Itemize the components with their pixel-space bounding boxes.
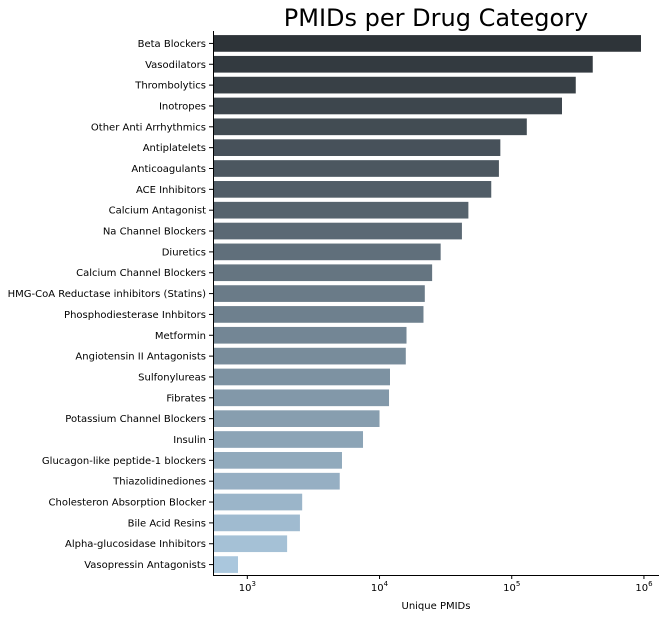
bar-glucagon-like-peptide-1-blockers (213, 452, 342, 469)
category-label: Potassium Channel Blockers (65, 414, 206, 425)
bar-potassium-channel-blockers (213, 410, 380, 427)
category-label: Anticoagulants (131, 164, 206, 175)
chart-title: PMIDs per Drug Category (284, 4, 588, 32)
x-tick-label: 104 (371, 580, 389, 594)
category-label: HMG-CoA Reductase inhibitors (Statins) (8, 289, 206, 300)
bar-metformin (213, 326, 407, 344)
bar-hmg-coa-reductase-inhibitors-statins (213, 285, 425, 302)
bar-calcium-channel-blockers (213, 264, 433, 282)
category-label: Calcium Antagonist (109, 206, 206, 217)
category-label: Vasopressin Antagonists (84, 560, 206, 571)
category-label: Phosphodiesterase Inhbitors (64, 310, 206, 321)
category-label: Insulin (173, 435, 206, 446)
category-label: Na Channel Blockers (103, 227, 206, 238)
category-label: Metformin (155, 331, 206, 342)
category-label: Angiotensin II Antagonists (75, 352, 206, 363)
bar-vasopressin-antagonists (213, 556, 238, 573)
category-label: Vasodilators (145, 60, 206, 71)
bar-alpha-glucosidase-inhibitors (213, 535, 288, 553)
category-label: Bile Acid Resins (128, 518, 206, 529)
x-tick-label: 103 (239, 580, 256, 594)
bar-anticoagulants (213, 160, 499, 177)
category-label: Diuretics (162, 247, 206, 258)
bar-angiotensin-ii-antagonists (213, 347, 406, 365)
bar-cholesteron-absorption-blocker (213, 493, 303, 511)
bar-antiplatelets (213, 139, 501, 156)
category-label: Alpha-glucosidase Inhibitors (65, 539, 206, 550)
bar-diuretics (213, 243, 441, 261)
bar-fibrates (213, 389, 390, 407)
category-label: Cholesteron Absorption Blocker (49, 498, 207, 509)
x-axis-ticks: 103 104 105 106 (239, 575, 653, 594)
category-label: Antiplatelets (143, 143, 206, 154)
category-label: Thiazolidinediones (112, 477, 206, 488)
bar-other-anti-arrhythmics (213, 118, 527, 136)
bar-beta-blockers (213, 35, 641, 52)
x-tick-label: 105 (503, 580, 520, 594)
bar-sulfonylureas (213, 368, 390, 386)
category-label: Sulfonylureas (138, 372, 206, 383)
bar-insulin (213, 431, 364, 448)
category-label: Other Anti Arrhythmics (91, 122, 206, 133)
category-label: Glucagon-like peptide-1 blockers (42, 456, 206, 467)
category-labels: Beta Blockers Vasodilators Thrombolytics In… (8, 39, 213, 571)
category-label: ACE Inhibitors (136, 185, 206, 196)
bar-thrombolytics (213, 76, 576, 94)
category-label: Thrombolytics (134, 81, 206, 92)
bar-calcium-antagonist (213, 201, 469, 219)
x-axis-label: Unique PMIDs (402, 601, 471, 612)
bars-group (213, 35, 641, 573)
bar-vasodilators (213, 55, 593, 73)
category-label: Inotropes (159, 101, 206, 112)
category-label: Calcium Channel Blockers (76, 268, 206, 279)
x-tick-label: 106 (635, 580, 653, 594)
bar-ace-inhibitors (213, 181, 492, 198)
category-label: Fibrates (166, 393, 206, 404)
bar-bile-acid-resins (213, 514, 300, 532)
bar-inotropes (213, 97, 562, 115)
bar-phosphodiesterase-inhbitors (213, 306, 424, 323)
category-label: Beta Blockers (138, 39, 206, 50)
bar-na-channel-blockers (213, 222, 462, 240)
bar-thiazolidinediones (213, 472, 340, 490)
